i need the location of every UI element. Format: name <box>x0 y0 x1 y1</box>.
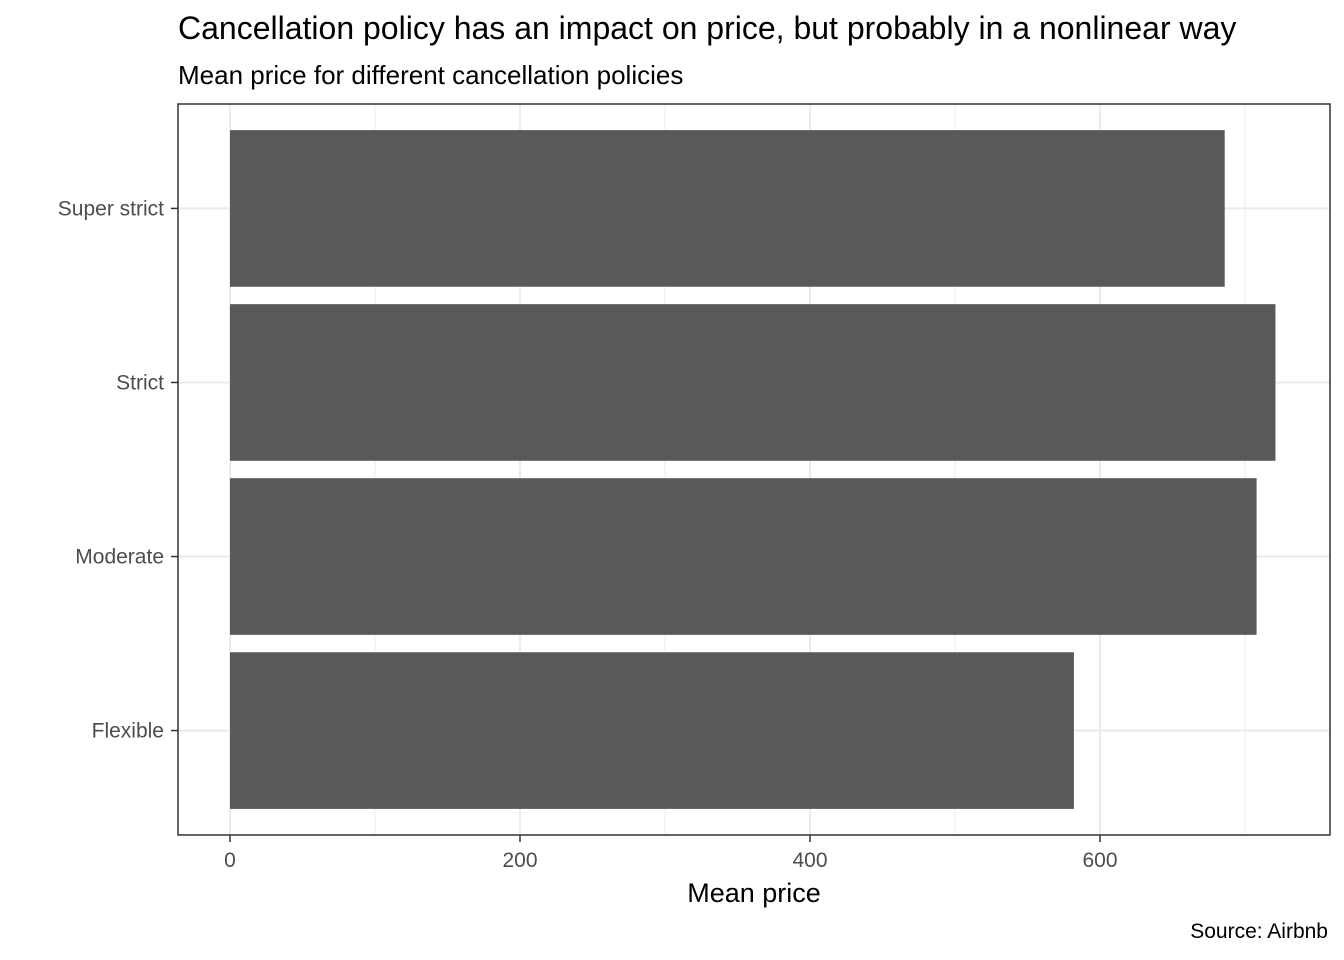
chart-title: Cancellation policy has an impact on pri… <box>178 10 1237 46</box>
bar-super-strict <box>230 130 1225 287</box>
y-tick-label: Strict <box>116 371 164 394</box>
bar-moderate <box>230 478 1257 635</box>
y-tick-label: Super strict <box>58 197 164 220</box>
y-tick-label: Flexible <box>92 720 164 743</box>
x-axis-title: Mean price <box>687 878 821 908</box>
y-tick-label: Moderate <box>75 546 164 569</box>
chart-caption: Source: Airbnb <box>1190 920 1328 943</box>
x-tick-label: 200 <box>502 849 537 872</box>
axes: Flexible Moderate Strict Super strict 0 200 40… <box>58 197 1118 872</box>
x-tick-label: 600 <box>1082 849 1117 872</box>
bar-flexible <box>230 652 1074 809</box>
x-tick-label: 400 <box>792 849 827 872</box>
chart-subtitle: Mean price for different cancellation po… <box>178 60 684 90</box>
bar-strict <box>230 304 1276 461</box>
bars <box>230 130 1276 809</box>
panel-border <box>177 103 1331 836</box>
x-tick-label: 0 <box>224 849 236 872</box>
